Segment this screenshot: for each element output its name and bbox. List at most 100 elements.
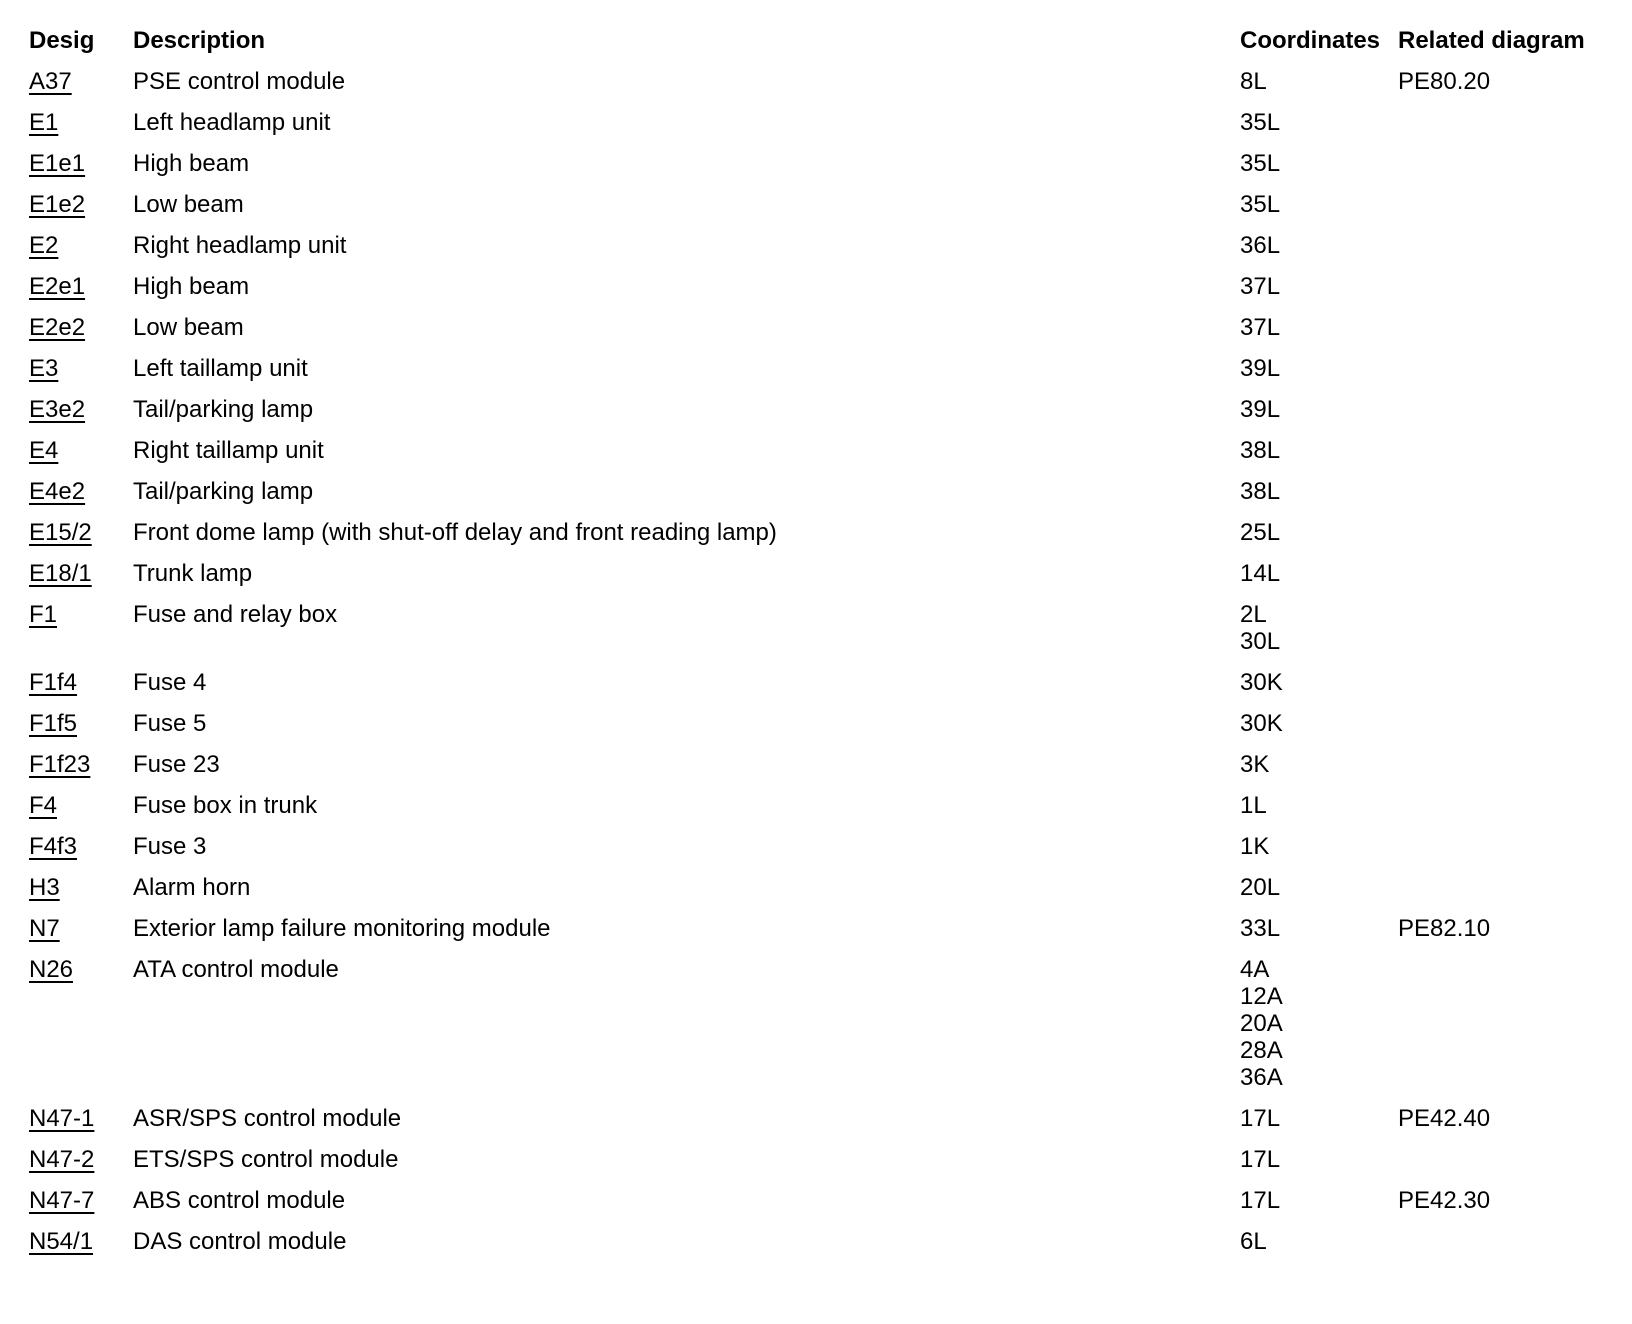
related-diagram-cell: [1398, 710, 1632, 737]
desig-link[interactable]: N47-7: [29, 1187, 95, 1214]
desig-link[interactable]: E1: [29, 109, 59, 136]
description-cell: Fuse box in trunk: [133, 792, 318, 819]
table-header-row: Desig Description Coordinates Related di…: [29, 27, 1632, 54]
related-diagram-cell: PE42.30: [1398, 1187, 1491, 1214]
description-cell: Fuse 23: [133, 751, 220, 778]
table-row: F4f3 Fuse 3 1K: [29, 833, 1632, 860]
desig-link[interactable]: F1: [29, 601, 58, 628]
desig-link[interactable]: E1e1: [29, 150, 86, 177]
table-row: H3 Alarm horn 20L: [29, 874, 1632, 901]
table-row: F1f23 Fuse 23 3K: [29, 751, 1632, 778]
table-row: E2e2 Low beam 37L: [29, 314, 1632, 341]
related-diagram-cell: [1398, 1146, 1632, 1173]
description-cell: Left headlamp unit: [133, 109, 331, 136]
desig-link[interactable]: F1f4: [29, 669, 78, 696]
desig-link[interactable]: F1f5: [29, 710, 78, 737]
related-diagram-cell: [1398, 314, 1632, 341]
desig-cell: E4: [29, 437, 133, 464]
desig-cell: A37: [29, 68, 133, 95]
description-cell: ABS control module: [133, 1187, 346, 1214]
related-diagram-cell: [1398, 273, 1632, 300]
related-diagram-cell: [1398, 1228, 1632, 1255]
related-diagram-cell: [1398, 437, 1632, 464]
related-diagram-cell: [1398, 232, 1632, 259]
coordinates-cell: 2L 30L: [1240, 601, 1281, 655]
coordinates-cell: 36L: [1240, 232, 1281, 259]
description-cell: DAS control module: [133, 1228, 347, 1255]
desig-link[interactable]: E4e2: [29, 478, 86, 505]
coordinates-cell: 20L: [1240, 874, 1281, 901]
description-cell: Left taillamp unit: [133, 355, 308, 382]
description-cell: Low beam: [133, 314, 244, 341]
desig-cell: F4: [29, 792, 133, 819]
related-diagram-cell: [1398, 150, 1632, 177]
desig-cell: N47-2: [29, 1146, 133, 1173]
description-cell: Fuse and relay box: [133, 601, 338, 628]
table-row: E18/1 Trunk lamp 14L: [29, 560, 1632, 587]
desig-cell: E3e2: [29, 396, 133, 423]
desig-link[interactable]: E3e2: [29, 396, 86, 423]
desig-link[interactable]: A37: [29, 68, 72, 95]
desig-cell: E1e2: [29, 191, 133, 218]
desig-link[interactable]: N26: [29, 956, 74, 983]
desig-link[interactable]: E4: [29, 437, 59, 464]
description-cell: Tail/parking lamp: [133, 396, 314, 423]
desig-link[interactable]: F4: [29, 792, 58, 819]
coordinates-cell: 38L: [1240, 478, 1281, 505]
coordinates-cell: 37L: [1240, 314, 1281, 341]
related-diagram-cell: PE42.40: [1398, 1105, 1491, 1132]
desig-link[interactable]: E15/2: [29, 519, 92, 546]
coordinates-cell: 3K: [1240, 751, 1270, 778]
desig-link[interactable]: E18/1: [29, 560, 92, 587]
table-row: N47-2 ETS/SPS control module 17L: [29, 1146, 1632, 1173]
coordinates-cell: 33L: [1240, 915, 1281, 942]
table-row: F1 Fuse and relay box 2L 30L: [29, 601, 1632, 655]
description-cell: PSE control module: [133, 68, 346, 95]
desig-cell: F1f5: [29, 710, 133, 737]
related-diagram-cell: [1398, 792, 1632, 819]
desig-link[interactable]: E2e2: [29, 314, 86, 341]
related-diagram-cell: PE80.20: [1398, 68, 1491, 95]
desig-link[interactable]: E1e2: [29, 191, 86, 218]
description-cell: High beam: [133, 273, 250, 300]
desig-cell: F4f3: [29, 833, 133, 860]
desig-link[interactable]: H3: [29, 874, 60, 901]
description-cell: Low beam: [133, 191, 244, 218]
desig-cell: F1: [29, 601, 133, 655]
description-cell: Fuse 4: [133, 669, 207, 696]
description-cell: ETS/SPS control module: [133, 1146, 399, 1173]
coordinates-cell: 39L: [1240, 396, 1281, 423]
coordinates-cell: 25L: [1240, 519, 1281, 546]
table-row: N7 Exterior lamp failure monitoring modu…: [29, 915, 1632, 942]
desig-link[interactable]: N7: [29, 915, 60, 942]
desig-link[interactable]: N54/1: [29, 1228, 94, 1255]
desig-cell: E18/1: [29, 560, 133, 587]
coordinates-cell: 17L: [1240, 1105, 1281, 1132]
desig-cell: E1e1: [29, 150, 133, 177]
desig-cell: E4e2: [29, 478, 133, 505]
related-diagram-cell: [1398, 751, 1632, 778]
description-cell: Tail/parking lamp: [133, 478, 314, 505]
table-row: E1e1 High beam 35L: [29, 150, 1632, 177]
related-diagram-cell: [1398, 833, 1632, 860]
related-diagram-cell: [1398, 478, 1632, 505]
header-coordinates: Coordinates: [1240, 27, 1381, 54]
coordinates-cell: 1K: [1240, 833, 1270, 860]
desig-cell: E3: [29, 355, 133, 382]
desig-link[interactable]: E2: [29, 232, 59, 259]
desig-link[interactable]: N47-2: [29, 1146, 95, 1173]
desig-link[interactable]: F1f23: [29, 751, 91, 778]
desig-cell: F1f4: [29, 669, 133, 696]
coordinates-cell: 17L: [1240, 1187, 1281, 1214]
desig-link[interactable]: E3: [29, 355, 59, 382]
desig-link[interactable]: F4f3: [29, 833, 78, 860]
related-diagram-cell: [1398, 669, 1632, 696]
table-row: E2 Right headlamp unit 36L: [29, 232, 1632, 259]
related-diagram-cell: [1398, 874, 1632, 901]
desig-link[interactable]: N47-1: [29, 1105, 95, 1132]
coordinates-cell: 35L: [1240, 191, 1281, 218]
coordinates-cell: 1L: [1240, 792, 1267, 819]
desig-link[interactable]: E2e1: [29, 273, 86, 300]
desig-cell: E2e2: [29, 314, 133, 341]
